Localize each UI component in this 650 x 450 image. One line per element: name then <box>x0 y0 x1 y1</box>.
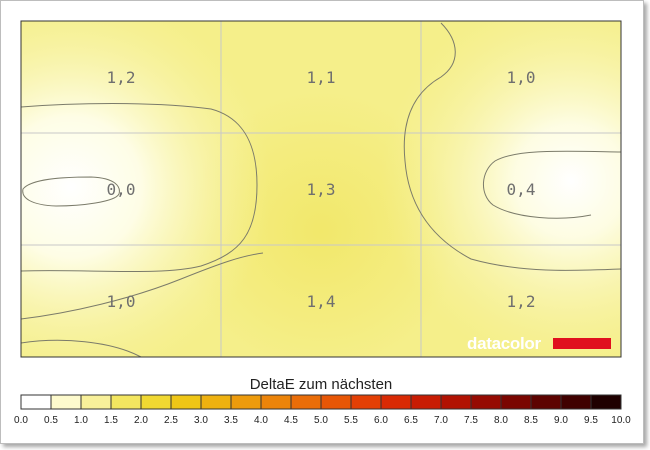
colorbar-segment <box>201 395 232 409</box>
colorbar-segment <box>51 395 82 409</box>
colorbar-segment <box>501 395 532 409</box>
colorbar-tick-label: 0.5 <box>44 415 58 426</box>
cell-value-label: 1,1 <box>307 68 336 87</box>
colorbar-tick-label: 9.5 <box>584 415 598 426</box>
colorbar-segment <box>171 395 202 409</box>
colorbar-tick-label: 7.0 <box>434 415 448 426</box>
datacolor-logo: datacolor <box>467 334 611 353</box>
colorbar-segment <box>411 395 442 409</box>
heatmap-chart: 1,2 1,1 1,0 0,0 1,3 0,4 1,0 1,4 1,2 datacolor De… <box>14 20 631 426</box>
colorbar-tick-label: 2.5 <box>164 415 178 426</box>
contour-lines <box>21 22 621 357</box>
contour-line <box>21 252 264 320</box>
colorbar <box>20 394 622 410</box>
colorbar-segment <box>381 395 412 409</box>
colorbar-tick-label: 5.5 <box>344 415 358 426</box>
colorbar-tick-label: 0.0 <box>14 415 28 426</box>
cell-value-label: 1,3 <box>307 180 336 199</box>
colorbar-segment <box>471 395 502 409</box>
low-value-shade-right <box>21 21 621 357</box>
contour-line <box>483 150 621 219</box>
colorbar-segment <box>81 395 112 409</box>
colorbar-segment <box>351 395 382 409</box>
colorbar-segment <box>321 395 352 409</box>
colorbar-tick-label: 8.5 <box>524 415 538 426</box>
colorbar-segment <box>441 395 472 409</box>
colorbar-segment <box>291 395 322 409</box>
colorbar-tick-label: 10.0 <box>611 415 631 426</box>
colorbar-segment <box>231 395 262 409</box>
colorbar-tick-label: 6.0 <box>374 415 388 426</box>
cell-value-label: 1,4 <box>307 292 336 311</box>
colorbar-tick-label: 5.0 <box>314 415 328 426</box>
contour-line <box>22 176 120 207</box>
colorbar-tick-label: 4.0 <box>254 415 268 426</box>
colorbar-segment <box>21 395 52 409</box>
colorbar-segment <box>111 395 142 409</box>
brand-bar <box>553 338 611 349</box>
colorbar-tick-label: 7.5 <box>464 415 478 426</box>
grid-lines <box>21 21 621 357</box>
colorbar-tick-label: 1.5 <box>104 415 118 426</box>
chart-frame: 1,2 1,1 1,0 0,0 1,3 0,4 1,0 1,4 1,2 datacolor De… <box>0 0 644 444</box>
brand-name: datacolor <box>467 334 542 353</box>
colorbar-segment <box>531 395 562 409</box>
colorbar-segment <box>261 395 292 409</box>
colorbar-segment <box>561 395 592 409</box>
cell-value-label: 1,2 <box>107 68 136 87</box>
colorbar-title: DeltaE zum nächsten <box>250 376 393 393</box>
contour-line <box>21 103 258 273</box>
contour-line <box>21 339 142 357</box>
colorbar-tick-labels: 0.0 0.5 1.0 1.5 2.0 2.5 3.0 3.5 4.0 4.5 5.0 5.5 6.0 6… <box>14 415 631 426</box>
colorbar-segment <box>141 395 172 409</box>
cell-value-label: 1,0 <box>107 292 136 311</box>
contour-line <box>403 22 621 271</box>
cell-values: 1,2 1,1 1,0 0,0 1,3 0,4 1,0 1,4 1,2 <box>107 68 536 311</box>
colorbar-tick-label: 6.5 <box>404 415 418 426</box>
colorbar-tick-label: 8.0 <box>494 415 508 426</box>
colorbar-tick-label: 1.0 <box>74 415 88 426</box>
cell-value-label: 1,0 <box>507 68 536 87</box>
colorbar-segment <box>591 395 622 409</box>
colorbar-tick-label: 4.5 <box>284 415 298 426</box>
cell-value-label: 0,4 <box>507 180 536 199</box>
colorbar-tick-label: 2.0 <box>134 415 148 426</box>
cell-value-label: 0,0 <box>107 180 136 199</box>
plot-area: 1,2 1,1 1,0 0,0 1,3 0,4 1,0 1,4 1,2 <box>21 21 621 357</box>
plot-border <box>20 20 622 358</box>
colorbar-tick-label: 3.5 <box>224 415 238 426</box>
colorbar-tick-label: 9.0 <box>554 415 568 426</box>
colorbar-tick-label: 3.0 <box>194 415 208 426</box>
cell-value-label: 1,2 <box>507 292 536 311</box>
